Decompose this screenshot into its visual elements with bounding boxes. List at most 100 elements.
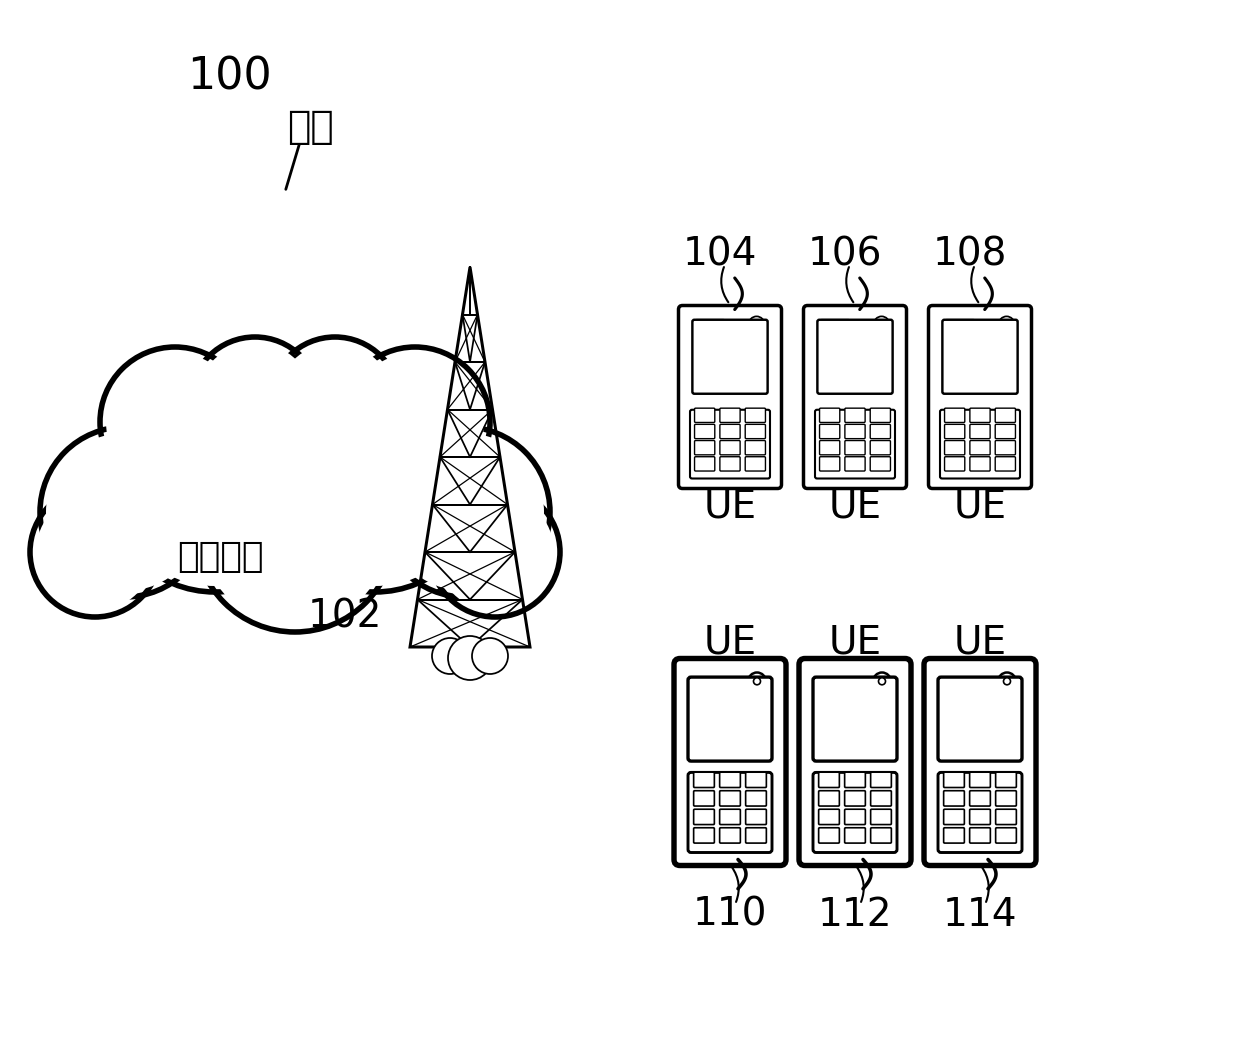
FancyBboxPatch shape xyxy=(970,809,991,825)
FancyBboxPatch shape xyxy=(818,790,839,806)
FancyBboxPatch shape xyxy=(870,408,890,422)
FancyBboxPatch shape xyxy=(719,809,740,825)
FancyBboxPatch shape xyxy=(694,441,714,454)
FancyBboxPatch shape xyxy=(944,828,965,843)
FancyBboxPatch shape xyxy=(822,677,849,691)
FancyBboxPatch shape xyxy=(870,809,892,825)
FancyBboxPatch shape xyxy=(996,790,1017,806)
Circle shape xyxy=(346,353,484,491)
FancyBboxPatch shape xyxy=(996,424,1016,439)
FancyBboxPatch shape xyxy=(844,773,866,787)
Circle shape xyxy=(201,438,389,626)
Circle shape xyxy=(112,378,319,586)
Circle shape xyxy=(432,638,467,674)
FancyBboxPatch shape xyxy=(945,441,965,454)
FancyBboxPatch shape xyxy=(844,456,866,471)
Circle shape xyxy=(30,487,160,617)
FancyBboxPatch shape xyxy=(844,828,866,843)
FancyBboxPatch shape xyxy=(870,828,892,843)
FancyBboxPatch shape xyxy=(996,773,1017,787)
FancyBboxPatch shape xyxy=(970,773,991,787)
FancyBboxPatch shape xyxy=(946,319,975,334)
Circle shape xyxy=(878,677,885,685)
Text: 100: 100 xyxy=(187,55,273,98)
FancyBboxPatch shape xyxy=(745,424,765,439)
Circle shape xyxy=(472,638,508,674)
FancyBboxPatch shape xyxy=(947,677,973,691)
Text: 112: 112 xyxy=(817,895,893,934)
FancyBboxPatch shape xyxy=(804,306,906,489)
Circle shape xyxy=(436,493,554,611)
FancyBboxPatch shape xyxy=(745,790,766,806)
FancyBboxPatch shape xyxy=(813,677,897,761)
FancyBboxPatch shape xyxy=(818,809,839,825)
FancyBboxPatch shape xyxy=(944,773,965,787)
FancyBboxPatch shape xyxy=(820,441,839,454)
Circle shape xyxy=(196,343,314,461)
Circle shape xyxy=(36,493,154,611)
FancyBboxPatch shape xyxy=(844,424,866,439)
FancyBboxPatch shape xyxy=(996,456,1016,471)
Circle shape xyxy=(998,672,1016,690)
Circle shape xyxy=(272,378,479,586)
FancyBboxPatch shape xyxy=(996,828,1017,843)
FancyBboxPatch shape xyxy=(689,409,770,478)
FancyBboxPatch shape xyxy=(820,408,839,422)
Text: 网络设备: 网络设备 xyxy=(177,540,263,574)
FancyBboxPatch shape xyxy=(970,424,990,439)
Text: UE: UE xyxy=(828,488,882,526)
FancyBboxPatch shape xyxy=(678,306,781,489)
Circle shape xyxy=(100,347,250,497)
FancyBboxPatch shape xyxy=(945,408,965,422)
Circle shape xyxy=(749,316,765,332)
FancyBboxPatch shape xyxy=(945,424,965,439)
FancyBboxPatch shape xyxy=(697,677,724,691)
Text: UE: UE xyxy=(954,624,1007,662)
FancyBboxPatch shape xyxy=(696,319,724,334)
FancyBboxPatch shape xyxy=(821,319,849,334)
FancyBboxPatch shape xyxy=(813,773,897,852)
Circle shape xyxy=(190,337,320,467)
Circle shape xyxy=(265,372,485,592)
FancyBboxPatch shape xyxy=(745,773,766,787)
FancyBboxPatch shape xyxy=(940,409,1021,478)
FancyBboxPatch shape xyxy=(844,790,866,806)
FancyBboxPatch shape xyxy=(688,773,773,852)
FancyBboxPatch shape xyxy=(996,809,1017,825)
FancyBboxPatch shape xyxy=(970,456,990,471)
Circle shape xyxy=(340,347,490,497)
Circle shape xyxy=(46,433,205,591)
FancyBboxPatch shape xyxy=(817,319,893,394)
Text: UE: UE xyxy=(828,624,882,662)
Circle shape xyxy=(196,363,394,561)
Circle shape xyxy=(379,427,551,597)
FancyBboxPatch shape xyxy=(937,677,1022,761)
Text: UE: UE xyxy=(954,488,1007,526)
FancyBboxPatch shape xyxy=(937,773,1022,852)
FancyBboxPatch shape xyxy=(844,408,866,422)
Circle shape xyxy=(873,672,890,690)
FancyBboxPatch shape xyxy=(745,828,766,843)
Circle shape xyxy=(190,357,401,567)
FancyBboxPatch shape xyxy=(720,456,740,471)
FancyBboxPatch shape xyxy=(970,408,990,422)
FancyBboxPatch shape xyxy=(996,441,1016,454)
FancyBboxPatch shape xyxy=(720,408,740,422)
Circle shape xyxy=(748,672,766,690)
FancyBboxPatch shape xyxy=(745,456,765,471)
FancyBboxPatch shape xyxy=(815,409,895,478)
Circle shape xyxy=(874,316,889,332)
Text: 104: 104 xyxy=(683,236,758,273)
FancyBboxPatch shape xyxy=(675,659,786,866)
FancyBboxPatch shape xyxy=(820,424,839,439)
FancyBboxPatch shape xyxy=(944,790,965,806)
Circle shape xyxy=(105,353,244,491)
FancyBboxPatch shape xyxy=(688,677,773,761)
FancyBboxPatch shape xyxy=(996,408,1016,422)
FancyBboxPatch shape xyxy=(818,773,839,787)
FancyBboxPatch shape xyxy=(942,319,1018,394)
Text: 108: 108 xyxy=(932,236,1007,273)
FancyBboxPatch shape xyxy=(870,773,892,787)
FancyBboxPatch shape xyxy=(719,828,740,843)
Circle shape xyxy=(40,427,210,597)
